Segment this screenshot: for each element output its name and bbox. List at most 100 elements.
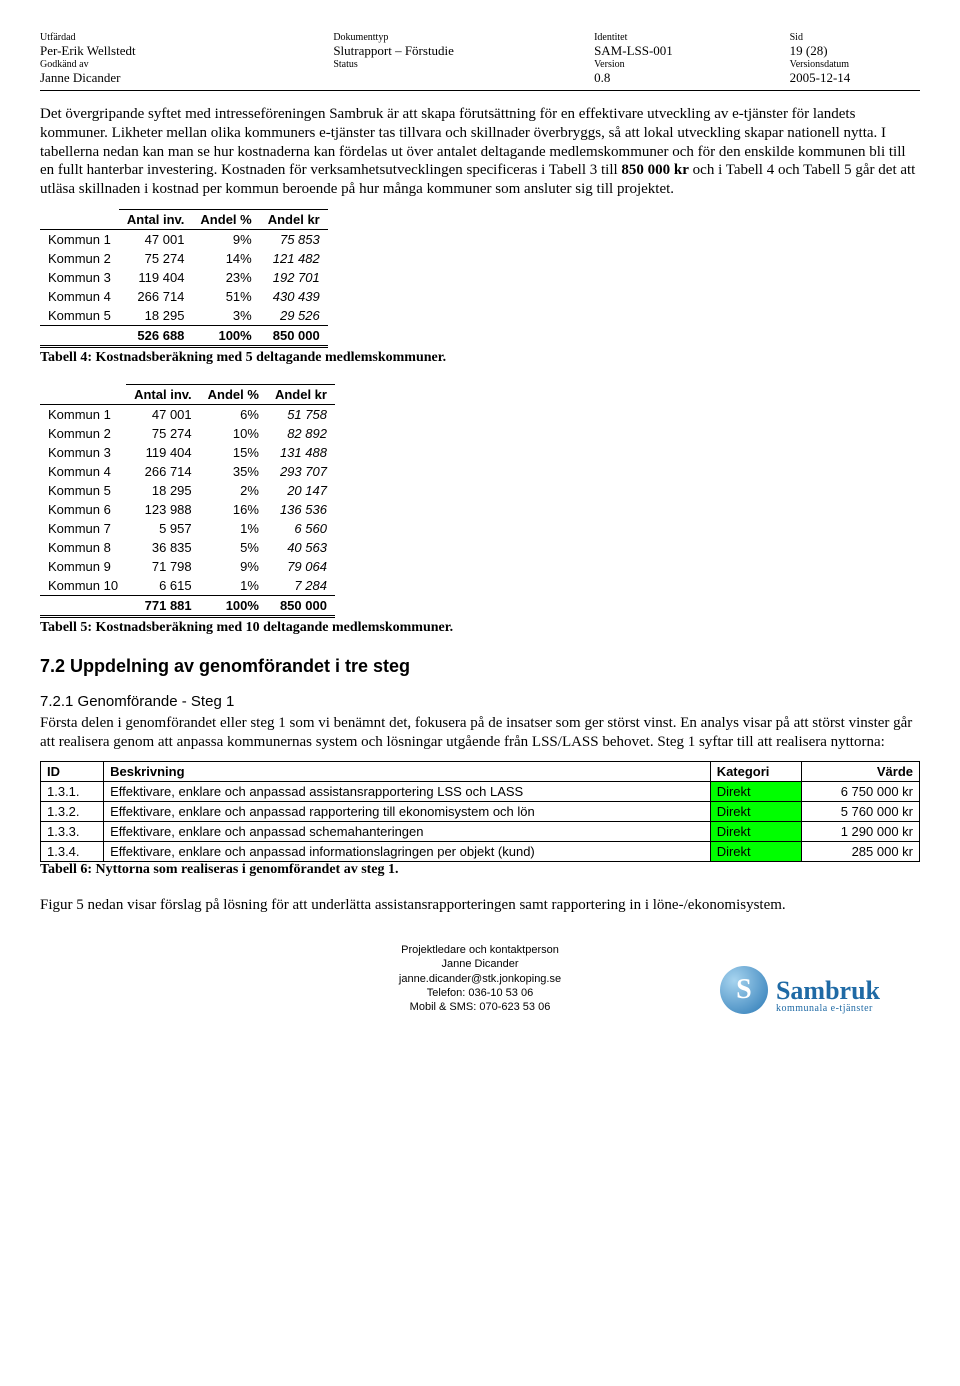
- cell: Effektivare, enklare och anpassad rappor…: [104, 802, 711, 822]
- table-row: Kommun 106 6151%7 284: [40, 576, 335, 596]
- col-header: Antal inv.: [119, 209, 193, 229]
- cell: 20 147: [267, 481, 335, 500]
- cell: 5 957: [126, 519, 200, 538]
- sum-cell: 100%: [200, 595, 267, 616]
- cell: Direkt: [710, 822, 801, 842]
- contact-line: Projektledare och kontaktperson: [399, 943, 561, 957]
- hdr-val: Janne Dicander: [40, 70, 333, 86]
- cell: Kommun 7: [40, 519, 126, 538]
- cell: Kommun 4: [40, 287, 119, 306]
- cell: 18 295: [126, 481, 200, 500]
- cell: 14%: [192, 249, 259, 268]
- cell: Kommun 10: [40, 576, 126, 596]
- cell: 36 835: [126, 538, 200, 557]
- hdr-lbl: Version: [594, 59, 790, 70]
- cell: 47 001: [119, 229, 193, 249]
- table-row: Kommun 3119 40423%192 701: [40, 268, 328, 287]
- sum-cell: 771 881: [126, 595, 200, 616]
- cell: 266 714: [126, 462, 200, 481]
- cell: 75 274: [119, 249, 193, 268]
- cell: 7 284: [267, 576, 335, 596]
- cell: 1.3.2.: [41, 802, 104, 822]
- table-row: 1.3.3.Effektivare, enklare och anpassad …: [41, 822, 920, 842]
- col-header: Andel %: [192, 209, 259, 229]
- table-row: 1.3.2.Effektivare, enklare och anpassad …: [41, 802, 920, 822]
- table4: Antal inv.Andel %Andel krKommun 147 0019…: [40, 209, 328, 348]
- cell: Direkt: [710, 842, 801, 862]
- cell: 71 798: [126, 557, 200, 576]
- logo-sub: kommunala e-tjänster: [776, 1004, 880, 1014]
- cell: 266 714: [119, 287, 193, 306]
- cell: 119 404: [126, 443, 200, 462]
- cell: 1%: [200, 519, 267, 538]
- cell: Kommun 1: [40, 404, 126, 424]
- col-header: Antal inv.: [126, 384, 200, 404]
- cell: 9%: [200, 557, 267, 576]
- hdr-val: 0.8: [594, 70, 790, 86]
- cell: 121 482: [260, 249, 328, 268]
- figure5-paragraph: Figur 5 nedan visar förslag på lösning f…: [40, 896, 920, 915]
- cell: 75 853: [260, 229, 328, 249]
- hdr-val: 2005-12-14: [790, 70, 920, 86]
- cell: 79 064: [267, 557, 335, 576]
- cell: 6%: [200, 404, 267, 424]
- cell: 82 892: [267, 424, 335, 443]
- hdr-lbl: Sid: [790, 32, 920, 43]
- cell: 1.3.3.: [41, 822, 104, 842]
- table-row: Kommun 836 8355%40 563: [40, 538, 335, 557]
- table4-caption: Tabell 4: Kostnadsberäkning med 5 deltag…: [40, 350, 920, 366]
- cell: Direkt: [710, 782, 801, 802]
- logo-text: Sambruk kommunala e-tjänster: [776, 978, 880, 1014]
- table-row: Kommun 75 9571%6 560: [40, 519, 335, 538]
- cell: 2%: [200, 481, 267, 500]
- cell: 293 707: [267, 462, 335, 481]
- table-row: Kommun 147 0016%51 758: [40, 404, 335, 424]
- col-header: Kategori: [710, 762, 801, 782]
- cell: 35%: [200, 462, 267, 481]
- cell: 75 274: [126, 424, 200, 443]
- cell: 6 750 000 kr: [801, 782, 919, 802]
- table-row: Kommun 147 0019%75 853: [40, 229, 328, 249]
- intro-paragraph: Det övergripande syftet med intresseföre…: [40, 105, 920, 199]
- table5: Antal inv.Andel %Andel krKommun 147 0016…: [40, 384, 335, 618]
- table-row: Kommun 275 27410%82 892: [40, 424, 335, 443]
- table5-caption: Tabell 5: Kostnadsberäkning med 10 delta…: [40, 620, 920, 636]
- cell: Kommun 8: [40, 538, 126, 557]
- table-row: 1.3.1.Effektivare, enklare och anpassad …: [41, 782, 920, 802]
- cell: 285 000 kr: [801, 842, 919, 862]
- table-row: Kommun 971 7989%79 064: [40, 557, 335, 576]
- cell: 5%: [200, 538, 267, 557]
- cell: 15%: [200, 443, 267, 462]
- section-7-2-1-heading: 7.2.1 Genomförande - Steg 1: [40, 693, 920, 710]
- cell: 10%: [200, 424, 267, 443]
- col-header: [40, 384, 126, 404]
- col-header: Andel %: [200, 384, 267, 404]
- hdr-lbl: Dokumenttyp: [333, 32, 594, 43]
- cell: Direkt: [710, 802, 801, 822]
- hdr-val: SAM-LSS-001: [594, 43, 790, 59]
- contact-line: Telefon: 036-10 53 06: [399, 986, 561, 1000]
- para1-bold: 850 000 kr: [621, 162, 689, 178]
- cell: 6 615: [126, 576, 200, 596]
- table-row: Kommun 4266 71435%293 707: [40, 462, 335, 481]
- cell: 1%: [200, 576, 267, 596]
- section-7-2-heading: 7.2 Uppdelning av genomförandet i tre st…: [40, 656, 920, 677]
- logo-main: Sambruk: [776, 978, 880, 1004]
- col-header: Andel kr: [260, 209, 328, 229]
- cell: 430 439: [260, 287, 328, 306]
- contact-line: janne.dicander@stk.jonkoping.se: [399, 972, 561, 986]
- sum-cell: [40, 325, 119, 346]
- col-header: Beskrivning: [104, 762, 711, 782]
- logo-icon: S: [720, 966, 768, 1014]
- cell: Kommun 2: [40, 249, 119, 268]
- sum-cell: 100%: [192, 325, 259, 346]
- footer: Projektledare och kontaktpersonJanne Dic…: [40, 943, 920, 1014]
- cell: 192 701: [260, 268, 328, 287]
- cell: Kommun 5: [40, 481, 126, 500]
- hdr-lbl: Status: [333, 59, 594, 70]
- table6-caption: Tabell 6: Nyttorna som realiseras i geno…: [40, 862, 920, 878]
- cell: 1 290 000 kr: [801, 822, 919, 842]
- table6: IDBeskrivningKategoriVärde1.3.1.Effektiv…: [40, 761, 920, 862]
- sum-row: 771 881100%850 000: [40, 595, 335, 616]
- cell: Kommun 2: [40, 424, 126, 443]
